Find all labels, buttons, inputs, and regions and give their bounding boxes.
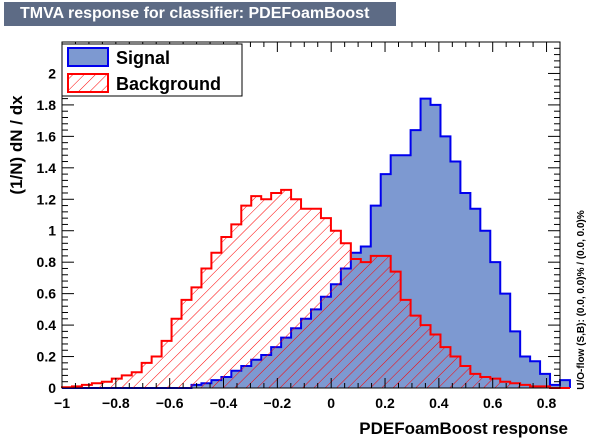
bin-background-34 (401, 300, 411, 388)
chart-title: TMVA response for classifier: PDEFoamBoo… (4, 2, 396, 26)
series-outline (61, 188, 570, 389)
bin-background-42 (480, 377, 490, 388)
bin-signal-50 (560, 380, 570, 388)
bin-signal-44 (500, 294, 510, 388)
y-tick-label: 1.4 (37, 160, 57, 176)
bin-background-24 (301, 209, 311, 388)
bin-background-36 (421, 325, 431, 388)
legend-label-background: Background (116, 74, 221, 94)
y-tick-label: 0.2 (37, 349, 57, 365)
bin-background-7 (132, 372, 142, 388)
series-area (62, 98, 570, 389)
bin-signal-45 (510, 331, 520, 388)
bin-background-22 (281, 190, 291, 388)
bin-signal-40 (460, 193, 470, 388)
y-axis-label: (1/N) dN / dx (7, 95, 26, 195)
bin-background-21 (271, 193, 281, 388)
bin-background-25 (311, 209, 321, 388)
bin-background-20 (261, 199, 271, 388)
y-tick-label: 0 (48, 380, 56, 396)
bin-background-13 (191, 287, 201, 388)
y-tick-label: 0.6 (37, 286, 57, 302)
bin-background-12 (182, 300, 192, 388)
bin-background-31 (371, 256, 381, 388)
x-tick-label: −0.6 (156, 395, 184, 411)
legend-label-signal: Signal (116, 48, 170, 68)
y-tick-label: 0.4 (37, 317, 57, 333)
x-tick-label: 0.8 (537, 395, 557, 411)
x-tick-label: −0.4 (210, 395, 238, 411)
bin-background-35 (411, 316, 421, 388)
y-tick-label: 1.8 (37, 97, 57, 113)
x-tick-label: 0.2 (375, 395, 395, 411)
bin-background-18 (241, 206, 251, 388)
x-tick-label: −1 (54, 395, 70, 411)
series-area (62, 189, 570, 388)
y-tick-label: 2 (48, 65, 56, 81)
bin-background-33 (391, 272, 401, 388)
legend-swatch-signal (67, 47, 109, 67)
y-tick-label: 0.8 (37, 254, 57, 270)
bin-background-30 (361, 262, 371, 388)
plot-border (61, 41, 561, 389)
bin-signal-39 (450, 162, 460, 388)
series-layer (61, 97, 571, 389)
y-tick-label: 1 (48, 223, 56, 239)
series-background (61, 188, 570, 389)
bin-background-11 (172, 319, 182, 388)
x-tick-label: 0.4 (429, 395, 449, 411)
bin-signal-46 (520, 357, 530, 388)
bin-background-28 (341, 243, 351, 388)
bin-background-14 (201, 268, 211, 388)
x-tick-label: 0.6 (483, 395, 503, 411)
bin-background-32 (381, 256, 391, 388)
y-tick-label: 1.2 (37, 191, 57, 207)
bin-background-6 (122, 375, 132, 388)
bin-background-26 (321, 218, 331, 388)
bin-background-19 (251, 196, 261, 388)
axes-layer: −1 −0.8 −0.6 −0.4 −0.2 0 0.2 0.4 0.6 0.8 0 0.2 0.4 0.… (37, 41, 561, 411)
bin-background-15 (211, 253, 221, 388)
x-tick-label: 0 (327, 395, 335, 411)
bin-background-5 (112, 379, 122, 388)
x-axis-label: PDEFoamBoost response (359, 419, 568, 438)
bin-background-38 (440, 347, 450, 388)
bin-signal-42 (480, 231, 490, 388)
legend-swatch-background (67, 73, 109, 93)
bin-background-17 (231, 224, 241, 388)
bin-signal-43 (490, 262, 500, 388)
bin-background-16 (221, 237, 231, 388)
bin-signal-41 (470, 209, 480, 388)
x-tick-label: −0.2 (264, 395, 292, 411)
bin-background-23 (291, 199, 301, 388)
bin-background-27 (331, 231, 341, 388)
x-tick-label: −0.8 (102, 395, 130, 411)
bin-signal-47 (530, 361, 540, 388)
bin-background-29 (351, 259, 361, 388)
y-tick-label: 1.6 (37, 128, 57, 144)
overflow-label: U/O-flow (S,B): (0.0, 0.0)% / (0.0, 0.0)… (576, 210, 587, 390)
legend: Signal Background (61, 43, 243, 97)
bin-background-43 (490, 379, 500, 388)
